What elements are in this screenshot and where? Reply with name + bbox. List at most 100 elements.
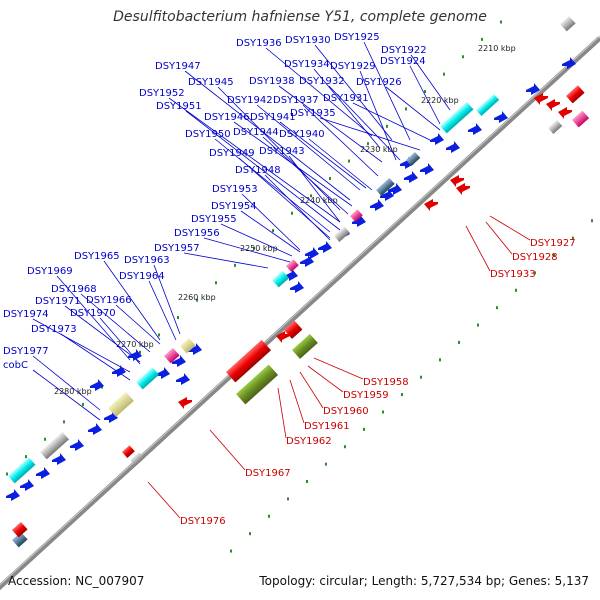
forward-gene-label: DSY1946 <box>204 112 250 123</box>
label-leader-line <box>313 357 364 380</box>
forward-gene-arrow <box>404 171 418 183</box>
forward-gene-label: DSY1977 <box>3 346 49 357</box>
reverse-gene-label: DSY1959 <box>343 390 389 401</box>
label-leader-line <box>328 85 401 161</box>
label-leader-line <box>352 102 431 141</box>
forward-gene-arrow <box>494 111 508 123</box>
forward-gene-label: DSY1948 <box>235 165 281 176</box>
forward-gene-arrow <box>90 379 104 391</box>
label-leader-line <box>32 355 101 411</box>
label-leader-line <box>185 110 341 231</box>
forward-gene-arrow <box>88 423 102 435</box>
genome-summary-text: Topology: circular; Length: 5,727,534 bp… <box>259 574 589 588</box>
gene-box-grey <box>130 451 145 466</box>
label-leader-line <box>256 104 361 191</box>
forward-gene-label: DSY1932 <box>299 76 345 87</box>
gene-box-grey <box>548 119 563 134</box>
label-leader-line <box>240 210 301 253</box>
tick-mark <box>500 20 502 24</box>
tick-mark <box>272 229 274 233</box>
tick-mark <box>158 333 160 337</box>
label-leader-line <box>385 86 441 131</box>
label-leader-line <box>307 365 344 393</box>
label-leader-line <box>184 70 351 201</box>
kbp-label: 2260 kbp <box>178 293 216 302</box>
reverse-gene-arrow <box>424 199 438 211</box>
reverse-gene-olive <box>292 333 318 359</box>
label-leader-line <box>103 260 161 341</box>
forward-gene-label: DSY1936 <box>236 38 282 49</box>
forward-gene-arrow <box>176 373 190 385</box>
tick-mark <box>439 358 441 362</box>
forward-gene-label: DSY1943 <box>259 146 305 157</box>
forward-gene-label: DSY1955 <box>191 214 237 225</box>
gene-features <box>6 15 590 548</box>
tick-mark <box>553 254 555 258</box>
gene-box-steel <box>376 177 395 196</box>
accession-text: Accession: NC_007907 <box>8 574 145 588</box>
genome-backbone-highlight <box>0 35 600 586</box>
kbp-label: 2220 kbp <box>421 96 459 105</box>
gene-box-khaki <box>180 337 196 354</box>
kbp-scale: 2210 kbp 2220 kbp 2230 kbp 2240 kbp 2250… <box>54 44 516 396</box>
label-leader-line <box>308 138 373 191</box>
tick-mark <box>325 462 327 466</box>
reverse-gene-label: DSY1976 <box>180 516 226 527</box>
kbp-label: 2240 kbp <box>300 196 338 205</box>
forward-gene-label: DSY1971 <box>35 296 81 307</box>
tick-mark <box>443 72 445 76</box>
forward-gene-arrow <box>112 365 126 377</box>
tick-mark <box>329 176 331 180</box>
forward-gene-label: DSY1935 <box>290 108 336 119</box>
gene-box-khaki <box>108 391 134 417</box>
forward-gene-arrow <box>370 199 384 211</box>
label-leader-line <box>489 215 531 241</box>
forward-gene-label: DSY1965 <box>74 251 120 262</box>
label-leader-line <box>302 104 379 177</box>
label-leader-line <box>64 305 141 363</box>
reverse-gene-olive <box>236 364 279 405</box>
forward-gene-arrow <box>562 57 576 69</box>
tick-mark <box>481 37 483 41</box>
kbp-label: 2270 kbp <box>116 340 154 349</box>
tick-mark <box>63 420 65 424</box>
forward-gene-arrow <box>128 349 142 361</box>
reverse-gene-red <box>121 445 135 458</box>
tick-mark <box>44 437 46 441</box>
forward-gene-label: DSY1940 <box>279 129 325 140</box>
forward-gene-arrow <box>36 467 50 479</box>
forward-gene-label: DSY1953 <box>212 184 258 195</box>
forward-gene-label: DSY1926 <box>356 77 402 88</box>
label-leader-line <box>314 44 393 141</box>
tick-mark <box>344 445 346 449</box>
kbp-label: 2250 kbp <box>240 244 278 253</box>
reverse-gene-label: DSY1958 <box>363 377 409 388</box>
forward-gene-label: DSY1945 <box>188 77 234 88</box>
forward-gene-arrow <box>70 439 84 451</box>
reverse-gene-arrow <box>450 175 464 187</box>
forward-gene-arrow <box>290 281 304 293</box>
forward-gene-label: DSY1937 <box>273 95 319 106</box>
gene-box-magenta <box>571 110 590 128</box>
map-title: Desulfitobacterium hafniense Y51, comple… <box>113 9 487 25</box>
label-leader-line <box>265 47 373 137</box>
forward-gene-label: DSY1944 <box>233 127 279 138</box>
label-leader-line <box>264 174 331 241</box>
label-leader-line <box>209 429 246 471</box>
label-leader-line <box>183 252 269 269</box>
label-leader-line <box>262 136 349 215</box>
tick-mark <box>458 340 460 344</box>
label-leader-line <box>279 121 367 189</box>
forward-gene-label: DSY1950 <box>185 129 231 140</box>
tick-mark <box>291 211 293 215</box>
forward-gene-arrow <box>52 453 66 465</box>
forward-gene-label: DSY1964 <box>119 271 165 282</box>
inner-ticks <box>230 219 593 553</box>
forward-gene-arrow <box>420 163 434 175</box>
genome-backbone <box>0 36 600 591</box>
gene-box-cyan <box>136 367 160 390</box>
tick-mark <box>230 549 232 553</box>
forward-gene-arrow <box>388 183 402 195</box>
reverse-gene-label: DSY1962 <box>286 436 332 447</box>
forward-gene-label: DSY1938 <box>249 76 295 87</box>
